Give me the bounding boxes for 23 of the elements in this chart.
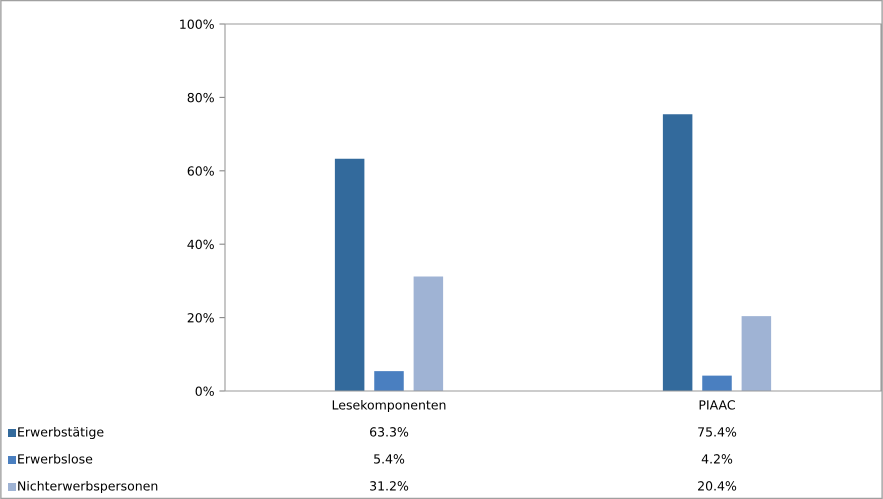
y-tick-label: 20%	[188, 313, 214, 323]
bar	[334, 158, 364, 391]
bar	[702, 376, 732, 391]
text: 4.2%	[702, 454, 732, 464]
text: 20.4%	[698, 481, 736, 491]
text: 63.3%	[370, 427, 408, 437]
y-tick-label: 80%	[188, 92, 214, 102]
text: 75.4%	[698, 427, 736, 437]
x-tick-label: PIAAC	[700, 400, 735, 410]
bar	[742, 316, 772, 391]
legend-label: Nichterwerbspersonen	[18, 480, 158, 494]
text: 5.4%	[374, 454, 404, 464]
y-tick-label: 100%	[180, 19, 214, 29]
bar	[414, 276, 444, 391]
legend-label: Erwerbstätige	[18, 426, 104, 440]
y-tick-label: 0%	[196, 386, 214, 396]
y-tick-label: 60%	[188, 166, 214, 176]
bar	[662, 114, 692, 391]
bar	[374, 371, 404, 391]
legend-label: Erwerbslose	[18, 454, 92, 464]
y-tick-label: 40%	[187, 240, 214, 250]
text: 31.2%	[370, 481, 408, 491]
x-tick-label: Lesekomponenten	[332, 400, 446, 412]
